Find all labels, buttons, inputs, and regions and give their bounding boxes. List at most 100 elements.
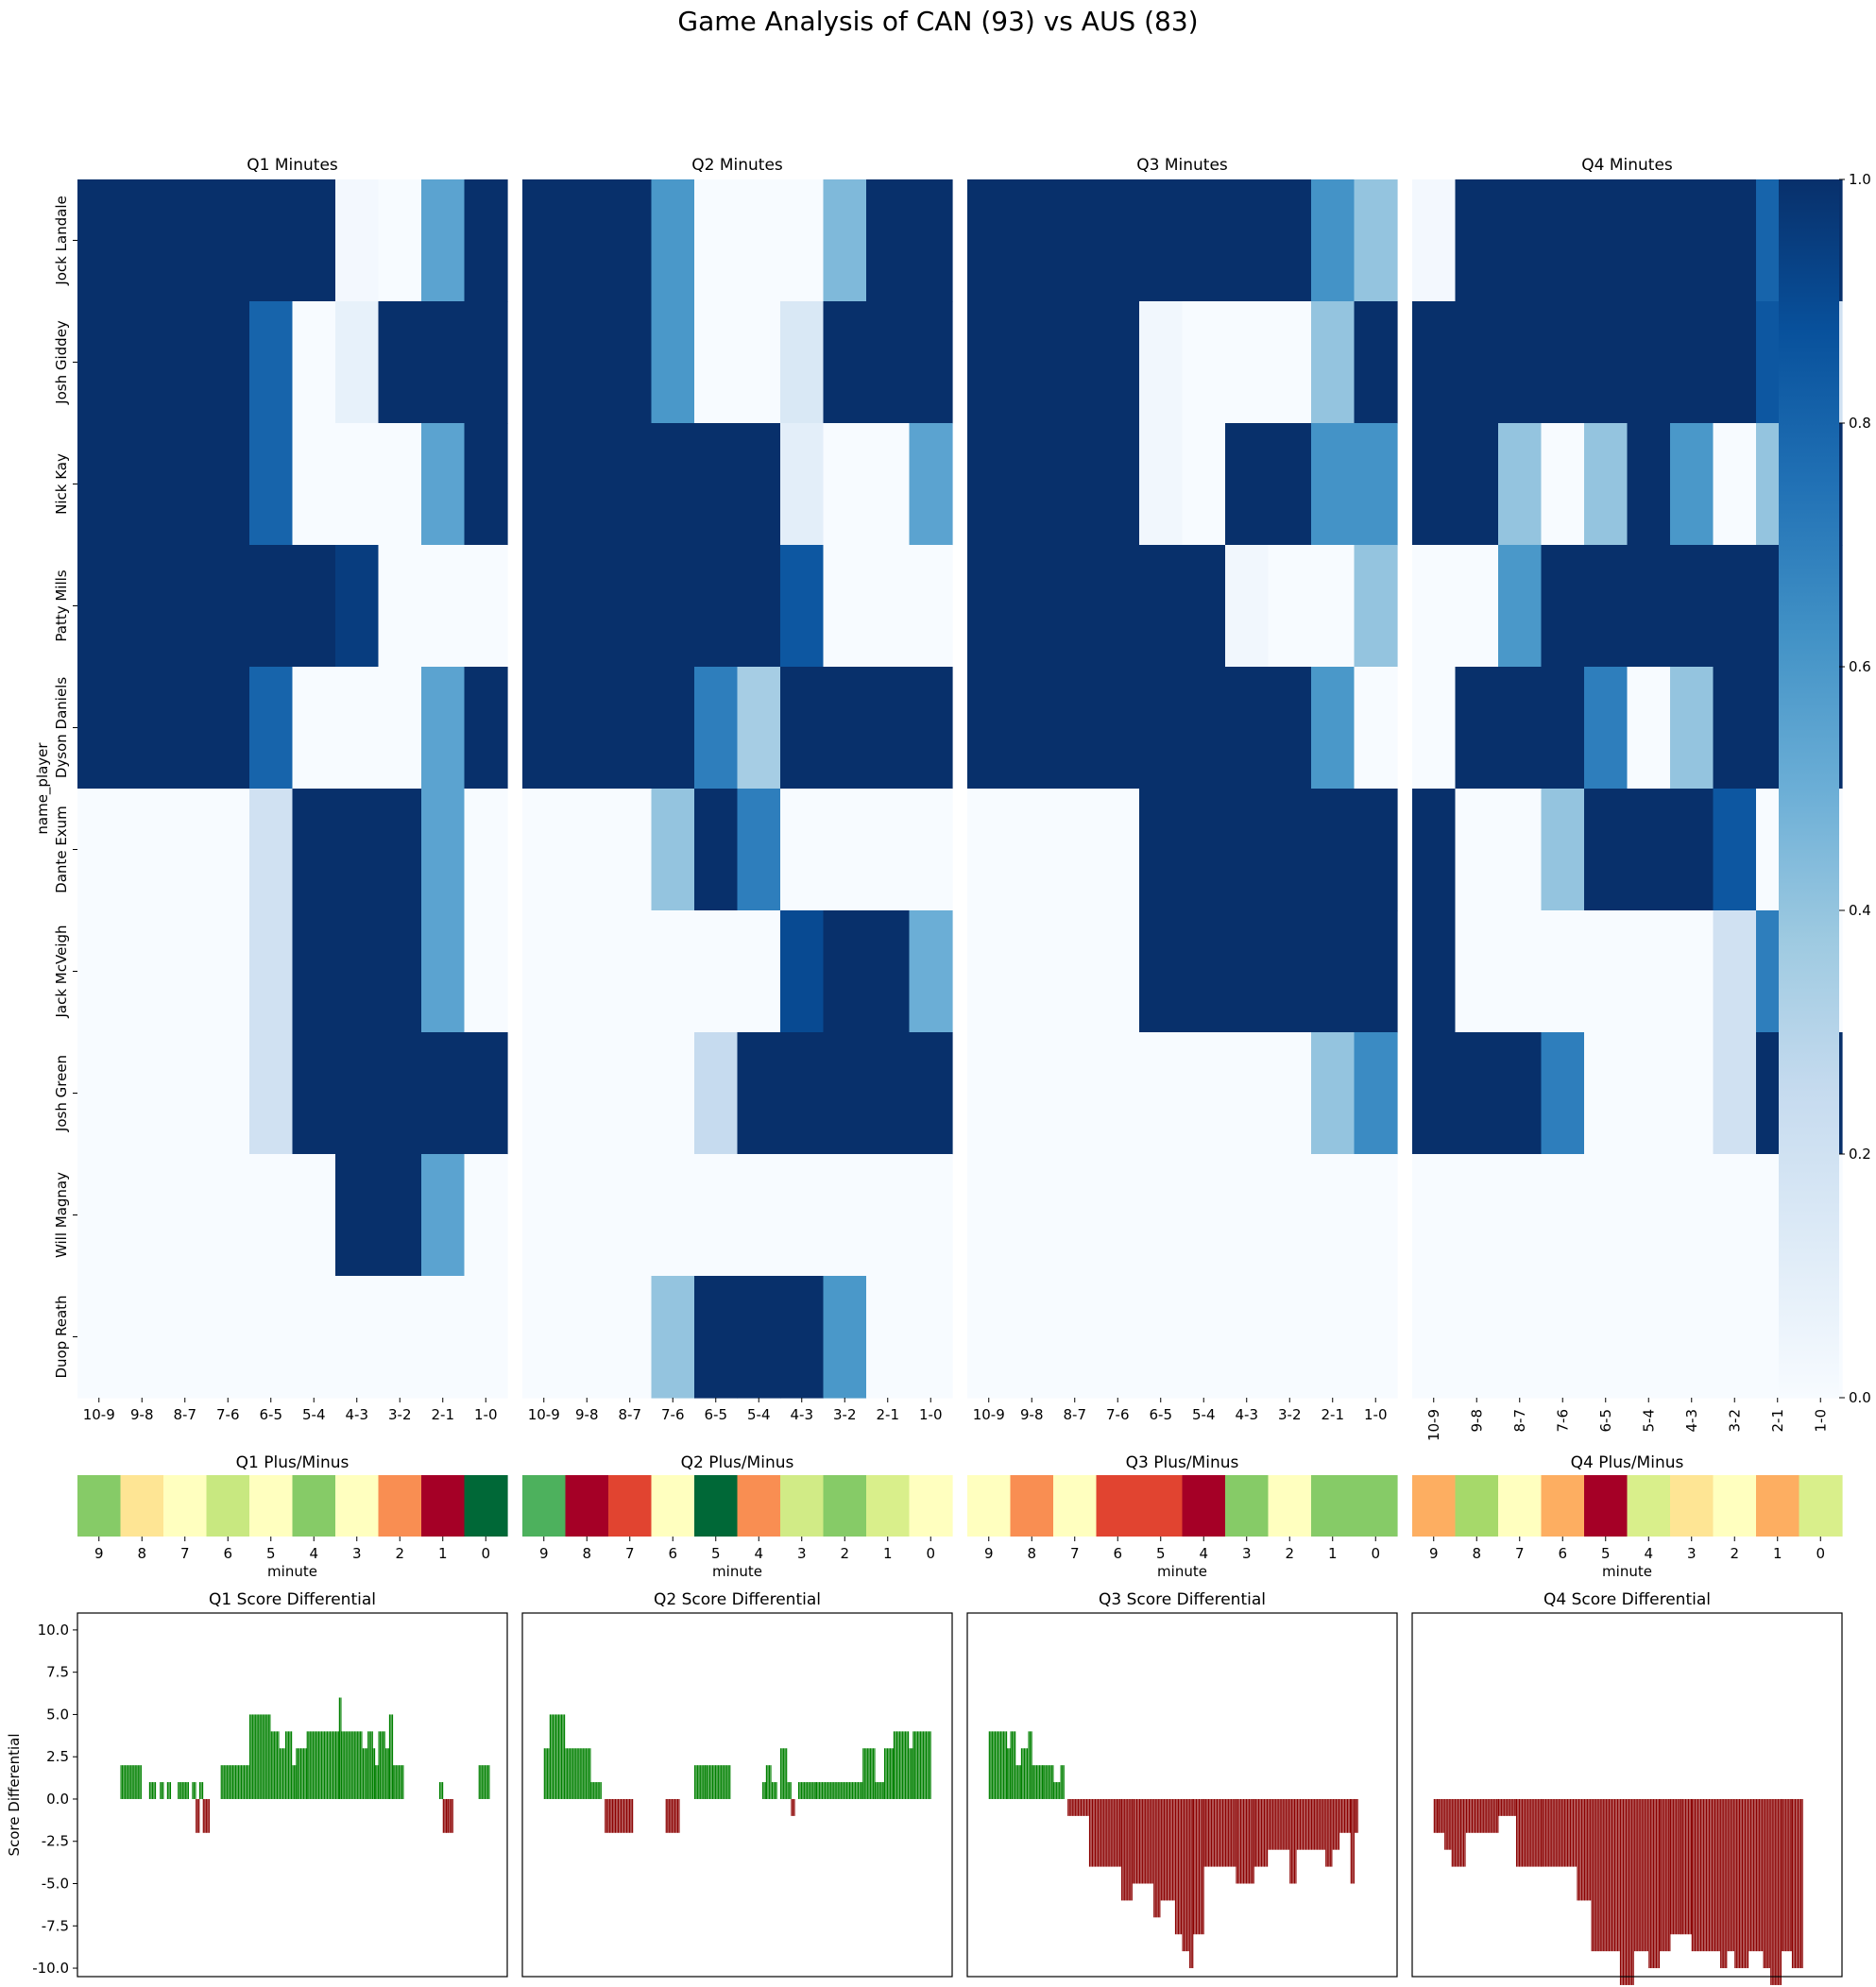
plus-minus-panel-q1: Q1 Plus/Minus 9 8 7 6 5 4 3 2 1 0 minute xyxy=(77,1453,508,1580)
negative-bar xyxy=(1783,1798,1785,1952)
negative-bar xyxy=(1109,1798,1111,1867)
negative-bar xyxy=(622,1798,625,1833)
negative-bar xyxy=(1213,1798,1216,1867)
positive-bar xyxy=(716,1765,718,1799)
heatmap-cell xyxy=(249,423,294,546)
negative-bar xyxy=(1131,1798,1133,1901)
heatmap-cell xyxy=(608,1276,653,1399)
positive-bar xyxy=(250,1714,252,1799)
negative-bar xyxy=(1142,1798,1144,1884)
plus-minus-panel-q2: Q2 Plus/Minus 9 8 7 6 5 4 3 2 1 0 minute xyxy=(522,1453,953,1580)
negative-bar xyxy=(1148,1798,1150,1884)
heatmap-cell xyxy=(1713,1276,1757,1399)
player-label: Will Magnay xyxy=(53,1172,70,1258)
heatmap-cell xyxy=(1225,545,1270,668)
heatmap-cell xyxy=(1541,910,1585,1033)
positive-bar xyxy=(762,1782,764,1799)
positive-bar xyxy=(386,1748,388,1799)
positive-bar xyxy=(597,1782,599,1799)
positive-bar xyxy=(770,1765,772,1799)
heatmap-cell xyxy=(1010,423,1054,546)
negative-bar xyxy=(1598,1798,1600,1952)
positive-bar xyxy=(993,1731,995,1799)
heatmap-cell xyxy=(378,1154,422,1277)
negative-bar xyxy=(1523,1798,1525,1867)
negative-bar xyxy=(1721,1798,1723,1969)
heatmap-cell xyxy=(421,910,466,1033)
heatmap-cell xyxy=(1498,1032,1543,1155)
heatmap-cell xyxy=(1139,1032,1184,1155)
negative-bar xyxy=(1356,1798,1358,1833)
heatmap-cell xyxy=(737,179,781,302)
x-tick-label: 6-5 xyxy=(1150,1406,1173,1423)
negative-bar xyxy=(1442,1798,1444,1833)
positive-bar xyxy=(560,1714,563,1799)
negative-bar xyxy=(1549,1798,1551,1867)
positive-bar xyxy=(729,1765,731,1799)
negative-bar xyxy=(1239,1798,1242,1884)
heatmap-cell xyxy=(565,1154,609,1277)
negative-bar xyxy=(1202,1798,1204,1935)
positive-bar xyxy=(724,1765,725,1799)
plus-minus-cell xyxy=(1498,1475,1543,1537)
positive-bar xyxy=(1022,1748,1024,1799)
positive-bar xyxy=(1063,1765,1065,1799)
heatmap-cell xyxy=(608,910,653,1033)
negative-bar xyxy=(1345,1798,1347,1833)
heatmap-cell xyxy=(909,545,953,668)
negative-bar xyxy=(1796,1798,1798,1969)
plus-minus-cell xyxy=(780,1475,825,1537)
heatmap-cell xyxy=(206,1032,250,1155)
positive-bar xyxy=(361,1731,363,1799)
heatmap-cell xyxy=(1311,423,1356,546)
positive-bar xyxy=(384,1731,385,1799)
negative-bar xyxy=(1159,1798,1161,1918)
negative-bar xyxy=(1768,1798,1770,1969)
positive-bar xyxy=(488,1765,490,1799)
positive-bar xyxy=(388,1714,391,1799)
positive-bar xyxy=(572,1748,574,1799)
negative-bar xyxy=(1189,1798,1191,1969)
negative-bar xyxy=(1298,1798,1300,1850)
positive-bar xyxy=(900,1731,902,1799)
positive-bar xyxy=(800,1782,803,1799)
negative-bar xyxy=(1789,1798,1791,1952)
positive-bar xyxy=(767,1765,769,1799)
negative-bar xyxy=(1137,1798,1139,1884)
heatmap-cell xyxy=(335,789,380,911)
heatmap-cell xyxy=(522,1154,567,1277)
negative-bar xyxy=(1710,1798,1712,1952)
negative-bar xyxy=(1309,1798,1311,1850)
positive-bar xyxy=(358,1731,360,1799)
positive-bar xyxy=(581,1748,583,1799)
negative-bar xyxy=(1663,1798,1665,1952)
heatmap-cell xyxy=(163,1276,208,1399)
positive-bar xyxy=(353,1731,355,1799)
heatmap-cell xyxy=(522,910,567,1033)
negative-bar xyxy=(1437,1798,1439,1833)
plus-minus-panel-q3: Q3 Plus/Minus 9 8 7 6 5 4 3 2 1 0 minute xyxy=(967,1453,1398,1580)
negative-bar xyxy=(1640,1798,1642,1952)
x-tick-label: 8-7 xyxy=(1511,1409,1528,1433)
negative-bar xyxy=(1117,1798,1119,1867)
negative-bar xyxy=(1746,1798,1748,1969)
plus-minus-cell xyxy=(1225,1475,1270,1537)
negative-bar xyxy=(1127,1798,1129,1901)
positive-bar xyxy=(169,1782,172,1799)
heatmap-cell xyxy=(694,1276,739,1399)
negative-bar xyxy=(1459,1798,1462,1867)
heatmap-cell xyxy=(1412,301,1457,424)
negative-bar xyxy=(1323,1798,1325,1850)
positive-bar xyxy=(903,1731,905,1799)
positive-bar xyxy=(839,1782,841,1799)
negative-bar xyxy=(1318,1798,1320,1850)
heatmap-cell xyxy=(1096,1032,1140,1155)
x-tick-label: 2-1 xyxy=(1322,1406,1345,1423)
negative-bar xyxy=(1190,1798,1192,1969)
negative-bar xyxy=(1135,1798,1138,1884)
heatmap-cell xyxy=(967,301,1012,424)
heatmap-cell xyxy=(565,545,609,668)
negative-bar xyxy=(1450,1798,1452,1850)
positive-bar xyxy=(222,1765,224,1799)
